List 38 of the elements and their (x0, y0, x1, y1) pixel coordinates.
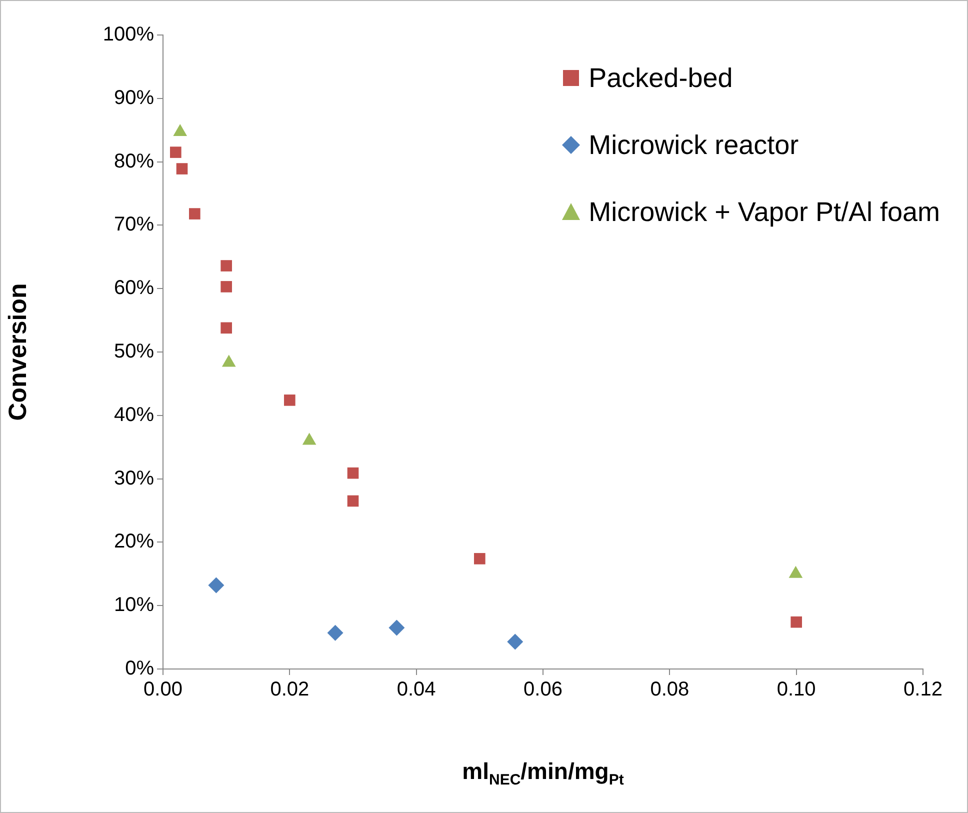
y-tick-label: 60% (114, 277, 154, 300)
point (388, 620, 405, 636)
point (347, 495, 359, 507)
y-tick-label: 10% (114, 594, 154, 616)
point (220, 281, 232, 292)
point (507, 634, 524, 650)
x-tick-label: 0.00 (144, 678, 182, 701)
y-tick-label: 0% (125, 658, 154, 680)
legend-label: Microwick + Vapor Pt/Al foam (588, 196, 940, 228)
x-tick-label: 0.12 (904, 678, 942, 701)
point (220, 260, 232, 272)
y-tick-label: 20% (114, 530, 154, 553)
y-tick-label: 100% (102, 24, 154, 46)
point (790, 616, 802, 628)
x-tick-label: 0.02 (270, 678, 310, 701)
point (327, 624, 344, 641)
x-tick-label: 0.04 (396, 678, 436, 701)
x-axis-title: ml$_{NEC}$/min/mg$_{Pt}$ (461, 758, 625, 789)
y-tick-label: 80% (114, 150, 154, 172)
y-tick-label: 50% (114, 340, 154, 363)
point (284, 394, 296, 406)
legend-label: Packed-bed (588, 62, 733, 94)
y-tick-label: 90% (114, 86, 154, 109)
point (170, 146, 182, 158)
y-tick-label: 40% (114, 404, 154, 426)
point (208, 577, 224, 594)
point (347, 467, 359, 479)
point (176, 163, 188, 174)
point (474, 553, 486, 564)
point (220, 322, 232, 334)
x-tick-label: 0.10 (776, 678, 816, 701)
legend-label: Microwick reactor (588, 130, 799, 160)
y-tick-label: 30% (114, 467, 154, 490)
x-tick-label: 0.08 (650, 678, 690, 701)
point (189, 208, 200, 220)
y-axis-title: Conversion (4, 283, 32, 421)
y-tick-label: 70% (114, 214, 154, 236)
x-tick-label: 0.06 (524, 678, 562, 701)
